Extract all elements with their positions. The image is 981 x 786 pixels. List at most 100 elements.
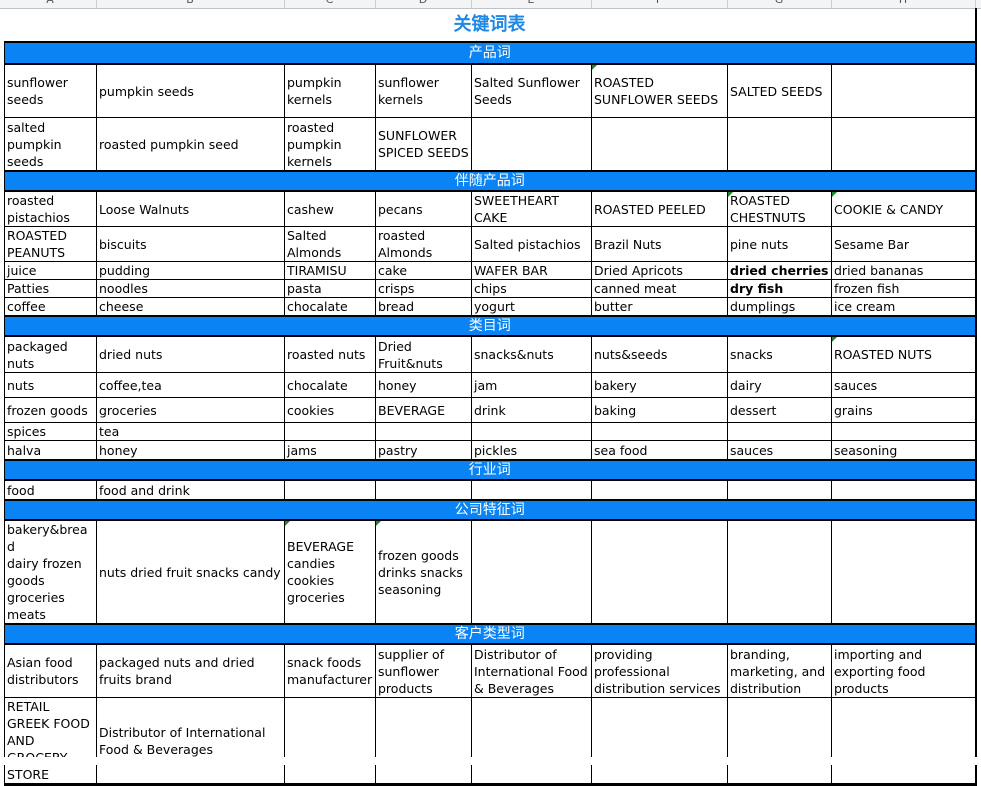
column-header-c[interactable]: C: [284, 0, 375, 6]
cell[interactable]: ice cream: [831, 297, 977, 317]
column-divider[interactable]: [831, 0, 832, 8]
cell[interactable]: bread: [375, 297, 472, 317]
cell[interactable]: [831, 422, 977, 441]
cell[interactable]: [284, 479, 376, 501]
column-header-b[interactable]: B: [96, 0, 284, 6]
cell[interactable]: food: [4, 479, 97, 501]
cell[interactable]: [727, 479, 832, 501]
cell[interactable]: butter: [591, 297, 728, 317]
cell[interactable]: snacks&nuts: [471, 335, 592, 373]
cell[interactable]: cheese: [96, 297, 285, 317]
cell[interactable]: baking: [591, 397, 728, 423]
cell[interactable]: [727, 117, 832, 172]
cell[interactable]: salted pumpkin seeds: [4, 117, 97, 172]
cell[interactable]: Brazil Nuts: [591, 226, 728, 262]
cell[interactable]: sea food: [591, 440, 728, 461]
column-header-h[interactable]: H: [831, 0, 975, 6]
cell[interactable]: Salted Almonds: [284, 226, 376, 262]
cell[interactable]: ROASTED PEANUTS: [4, 226, 97, 262]
cell[interactable]: [831, 479, 977, 501]
cell[interactable]: nuts dried fruit snacks candy: [96, 519, 285, 625]
cell[interactable]: tea: [96, 422, 285, 441]
cell[interactable]: chocalate: [284, 372, 376, 398]
cell[interactable]: Loose Walnuts: [96, 190, 285, 227]
cell[interactable]: [375, 697, 472, 786]
cell[interactable]: pudding: [96, 261, 285, 280]
cell[interactable]: Patties: [4, 279, 97, 298]
cell[interactable]: halva: [4, 440, 97, 461]
cell[interactable]: roasted nuts: [284, 335, 376, 373]
cell[interactable]: [831, 697, 977, 786]
cell[interactable]: [831, 117, 977, 172]
cell[interactable]: pine nuts: [727, 226, 832, 262]
cell[interactable]: cookies: [284, 397, 376, 423]
cell[interactable]: dried bananas: [831, 261, 977, 280]
column-header-d[interactable]: D: [375, 0, 471, 6]
cell[interactable]: dried nuts: [96, 335, 285, 373]
cell[interactable]: sunflower seeds: [4, 63, 97, 118]
cell[interactable]: ROASTED PEELED: [591, 190, 728, 227]
cell[interactable]: crisps: [375, 279, 472, 298]
cell[interactable]: dried cherries: [727, 261, 832, 280]
cell[interactable]: groceries: [96, 397, 285, 423]
cell[interactable]: Sesame Bar: [831, 226, 977, 262]
cell[interactable]: drink: [471, 397, 592, 423]
cell[interactable]: SUNFLOWER SPICED SEEDS: [375, 117, 472, 172]
column-header-f[interactable]: F: [591, 0, 727, 6]
cell[interactable]: [831, 63, 977, 118]
cell[interactable]: food and drink: [96, 479, 285, 501]
cell[interactable]: jams: [284, 440, 376, 461]
section-heading[interactable]: 类目词: [4, 315, 977, 337]
cell[interactable]: [591, 519, 728, 625]
cell[interactable]: ROASTED CHESTNUTS: [727, 190, 832, 227]
cell[interactable]: roasted pistachios: [4, 190, 97, 227]
cell[interactable]: nuts&seeds: [591, 335, 728, 373]
cell[interactable]: [727, 519, 832, 625]
column-header-g[interactable]: G: [727, 0, 831, 6]
cell[interactable]: providing professional distribution serv…: [591, 643, 728, 698]
cell[interactable]: bakery&bread dairy frozen goods grocerie…: [4, 519, 97, 625]
section-heading[interactable]: 产品词: [4, 41, 977, 65]
cell[interactable]: frozen fish: [831, 279, 977, 298]
cell[interactable]: sauces: [727, 440, 832, 461]
cell[interactable]: nuts: [4, 372, 97, 398]
cell[interactable]: dumplings: [727, 297, 832, 317]
column-header-e[interactable]: E: [471, 0, 591, 6]
cell[interactable]: ROASTED NUTS: [831, 335, 977, 373]
cell[interactable]: honey: [375, 372, 472, 398]
cell[interactable]: frozen goods drinks snacks seasoning: [375, 519, 472, 625]
cell[interactable]: dry fish: [727, 279, 832, 298]
column-divider[interactable]: [284, 0, 285, 8]
column-divider[interactable]: [975, 0, 976, 8]
cell[interactable]: frozen goods: [4, 397, 97, 423]
cell[interactable]: roasted pumpkin kernels: [284, 117, 376, 172]
section-heading[interactable]: 客户类型词: [4, 623, 977, 645]
cell[interactable]: Dried Fruit&nuts: [375, 335, 472, 373]
cell[interactable]: [591, 422, 728, 441]
cell[interactable]: pecans: [375, 190, 472, 227]
cell[interactable]: Salted pistachios: [471, 226, 592, 262]
sheet-title[interactable]: 关键词表: [4, 8, 977, 43]
cell[interactable]: COOKIE & CANDY: [831, 190, 977, 227]
cell[interactable]: roasted pumpkin seed: [96, 117, 285, 172]
column-divider[interactable]: [471, 0, 472, 8]
cell[interactable]: BEVERAGE candies cookies groceries: [284, 519, 376, 625]
cell[interactable]: [284, 697, 376, 786]
cell[interactable]: [831, 519, 977, 625]
cell[interactable]: [375, 422, 472, 441]
cell[interactable]: ROASTED SUNFLOWER SEEDS: [591, 63, 728, 118]
cell[interactable]: [727, 422, 832, 441]
cell[interactable]: packaged nuts and dried fruits brand: [96, 643, 285, 698]
cell[interactable]: sauces: [831, 372, 977, 398]
cell[interactable]: juice: [4, 261, 97, 280]
cell[interactable]: grains: [831, 397, 977, 423]
cell[interactable]: [727, 697, 832, 786]
cell[interactable]: SALTED SEEDS: [727, 63, 832, 118]
cell[interactable]: branding, marketing, and distribution: [727, 643, 832, 698]
cell[interactable]: SWEETHEART CAKE: [471, 190, 592, 227]
cell[interactable]: snack foods manufacturer: [284, 643, 376, 698]
column-divider[interactable]: [96, 0, 97, 8]
column-divider[interactable]: [375, 0, 376, 8]
cell[interactable]: Asian food distributors: [4, 643, 97, 698]
cell[interactable]: TIRAMISU: [284, 261, 376, 280]
